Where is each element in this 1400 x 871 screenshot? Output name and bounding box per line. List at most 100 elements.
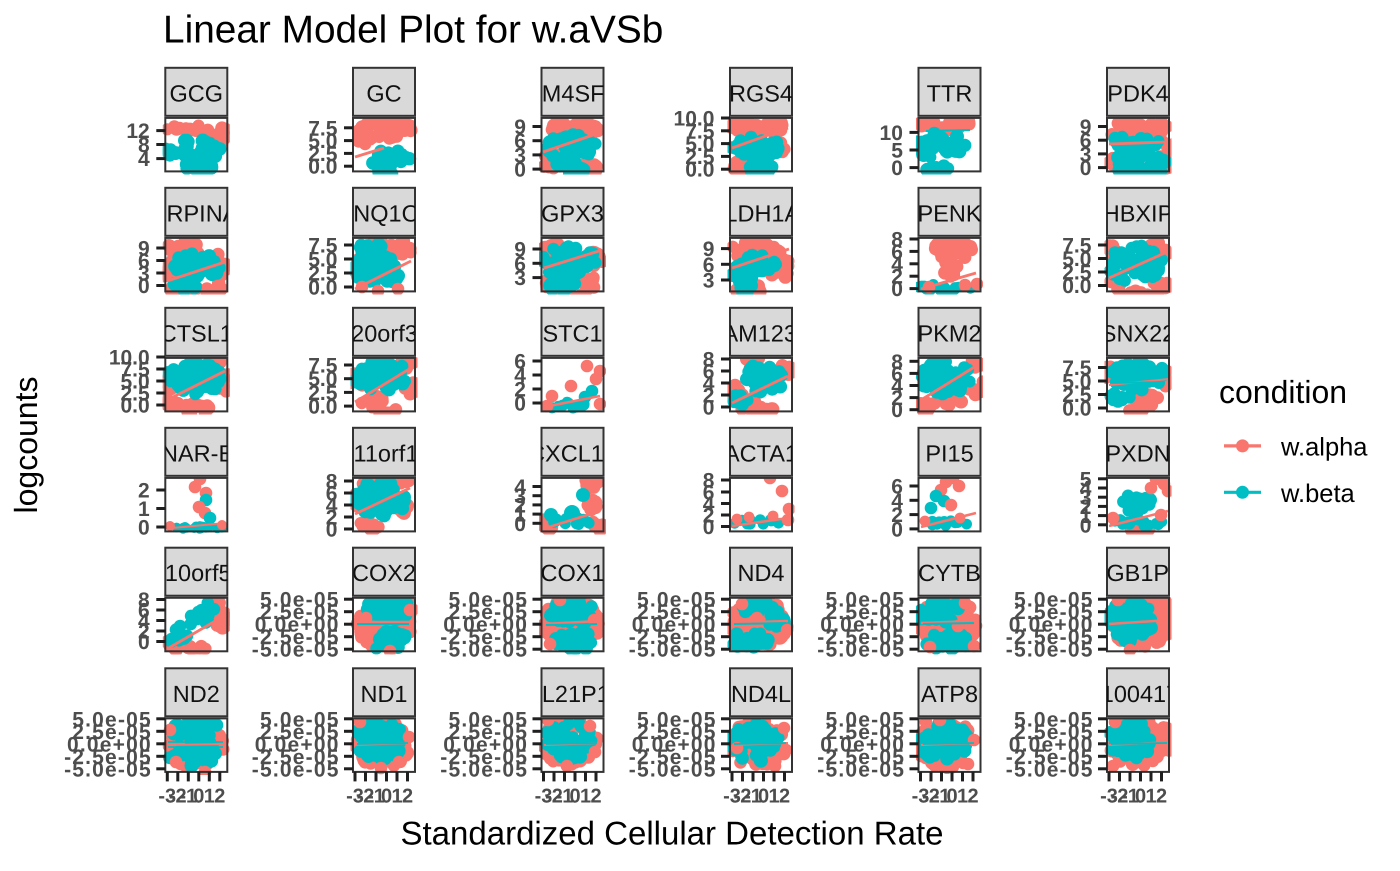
svg-text:-5.0e-05: -5.0e-05 bbox=[440, 758, 528, 781]
svg-text:0.0e+00: 0.0e+00 bbox=[632, 733, 717, 756]
svg-text:5.0e-05: 5.0e-05 bbox=[1014, 589, 1094, 612]
svg-text:4: 4 bbox=[891, 375, 903, 398]
svg-text:2.5: 2.5 bbox=[308, 143, 338, 166]
svg-text:-3: -3 bbox=[1100, 786, 1118, 808]
svg-text:-5.0e-05: -5.0e-05 bbox=[1006, 639, 1094, 662]
svg-text:0: 0 bbox=[514, 513, 526, 536]
svg-text:5.0e-05: 5.0e-05 bbox=[448, 708, 528, 731]
svg-text:GPX3: GPX3 bbox=[541, 200, 604, 226]
svg-text:2.5e-05: 2.5e-05 bbox=[72, 721, 152, 744]
svg-text:8: 8 bbox=[703, 349, 715, 372]
svg-text:-2: -2 bbox=[1111, 786, 1129, 808]
svg-text:8: 8 bbox=[891, 229, 903, 252]
svg-text:9: 9 bbox=[514, 239, 526, 262]
svg-text:5: 5 bbox=[1080, 468, 1092, 491]
svg-text:0: 0 bbox=[514, 159, 526, 182]
svg-text:8: 8 bbox=[891, 351, 903, 374]
svg-text:HMGB1P1: HMGB1P1 bbox=[1070, 560, 1182, 586]
svg-text:8: 8 bbox=[138, 134, 150, 157]
svg-text:TM4SF4: TM4SF4 bbox=[527, 80, 617, 106]
svg-text:2.5e-05: 2.5e-05 bbox=[825, 721, 905, 744]
svg-text:5.0e-05: 5.0e-05 bbox=[825, 708, 905, 731]
svg-text:5.0: 5.0 bbox=[308, 368, 337, 391]
svg-text:3: 3 bbox=[1080, 487, 1092, 510]
svg-text:-5.0e-05: -5.0e-05 bbox=[817, 758, 905, 781]
svg-text:w.beta: w.beta bbox=[1280, 480, 1356, 508]
svg-text:0: 0 bbox=[891, 278, 903, 301]
svg-text:ACTA1: ACTA1 bbox=[724, 440, 798, 466]
svg-text:7.5: 7.5 bbox=[308, 355, 338, 378]
svg-text:5.0e-05: 5.0e-05 bbox=[448, 589, 528, 612]
svg-text:10.0: 10.0 bbox=[109, 347, 150, 370]
svg-text:0: 0 bbox=[703, 516, 715, 539]
svg-text:-1: -1 bbox=[1121, 786, 1139, 808]
svg-text:SNX22: SNX22 bbox=[1101, 320, 1175, 346]
svg-text:5.0e-05: 5.0e-05 bbox=[637, 589, 717, 612]
svg-text:5.0: 5.0 bbox=[308, 249, 337, 272]
svg-text:SERPINA3: SERPINA3 bbox=[135, 200, 251, 226]
svg-text:Linear Model Plot for w.aVSb: Linear Model Plot for w.aVSb bbox=[163, 9, 663, 52]
svg-text:0: 0 bbox=[193, 786, 204, 808]
svg-text:-3: -3 bbox=[912, 786, 930, 808]
svg-text:2.5e-05: 2.5e-05 bbox=[448, 601, 528, 624]
svg-text:6: 6 bbox=[891, 241, 903, 264]
svg-text:-2: -2 bbox=[169, 786, 187, 808]
svg-text:0: 0 bbox=[891, 157, 903, 180]
svg-text:2.5e-05: 2.5e-05 bbox=[637, 601, 717, 624]
svg-text:2.5e-05: 2.5e-05 bbox=[260, 601, 340, 624]
svg-text:2: 2 bbox=[967, 786, 978, 808]
svg-text:8: 8 bbox=[138, 589, 150, 612]
svg-text:5.0e-05: 5.0e-05 bbox=[637, 708, 717, 731]
svg-text:0: 0 bbox=[1080, 157, 1092, 180]
svg-text:-3: -3 bbox=[723, 786, 741, 808]
svg-text:1: 1 bbox=[391, 786, 402, 808]
svg-text:7.5: 7.5 bbox=[308, 117, 338, 140]
svg-text:-2.5e-05: -2.5e-05 bbox=[1006, 746, 1094, 769]
svg-text:0.0e+00: 0.0e+00 bbox=[632, 614, 717, 637]
svg-text:PENK: PENK bbox=[918, 200, 982, 226]
svg-text:0: 0 bbox=[138, 275, 150, 298]
svg-text:1: 1 bbox=[514, 504, 526, 527]
svg-text:3: 3 bbox=[514, 144, 526, 167]
svg-text:9: 9 bbox=[703, 238, 715, 261]
svg-text:ND4: ND4 bbox=[737, 560, 784, 586]
svg-text:9: 9 bbox=[514, 116, 526, 139]
svg-text:2.5e-05: 2.5e-05 bbox=[260, 721, 340, 744]
svg-text:5.0: 5.0 bbox=[685, 133, 714, 156]
svg-text:2: 2 bbox=[138, 621, 150, 644]
svg-text:2.5: 2.5 bbox=[308, 382, 338, 405]
svg-text:0.0e+00: 0.0e+00 bbox=[255, 614, 340, 637]
svg-text:10.0: 10.0 bbox=[674, 108, 715, 131]
svg-text:-2: -2 bbox=[734, 786, 752, 808]
svg-text:0: 0 bbox=[569, 786, 580, 808]
svg-text:6: 6 bbox=[138, 600, 150, 623]
svg-text:STC1: STC1 bbox=[542, 320, 602, 346]
svg-text:5: 5 bbox=[891, 140, 903, 163]
svg-text:2.5: 2.5 bbox=[685, 146, 715, 169]
svg-text:6: 6 bbox=[514, 253, 526, 276]
svg-text:-5.0e-05: -5.0e-05 bbox=[440, 639, 528, 662]
svg-text:1: 1 bbox=[204, 786, 215, 808]
svg-text:SNAR-E2: SNAR-E2 bbox=[145, 440, 247, 466]
svg-text:TTR: TTR bbox=[927, 80, 973, 106]
svg-text:0: 0 bbox=[703, 397, 715, 420]
svg-text:2: 2 bbox=[1080, 496, 1092, 519]
svg-text:PKM2: PKM2 bbox=[918, 320, 982, 346]
svg-text:7.5: 7.5 bbox=[1062, 235, 1092, 258]
svg-text:2.5: 2.5 bbox=[1062, 384, 1092, 407]
svg-text:1: 1 bbox=[768, 786, 779, 808]
svg-text:0.0e+00: 0.0e+00 bbox=[255, 733, 340, 756]
svg-text:-2.5e-05: -2.5e-05 bbox=[1006, 626, 1094, 649]
svg-text:RPL21P1: RPL21P1 bbox=[509, 681, 610, 707]
svg-text:2.5e-05: 2.5e-05 bbox=[448, 721, 528, 744]
svg-text:RGS4: RGS4 bbox=[729, 80, 793, 106]
svg-text:6: 6 bbox=[138, 250, 150, 273]
svg-text:5.0: 5.0 bbox=[120, 371, 149, 394]
svg-text:-1: -1 bbox=[367, 786, 385, 808]
svg-text:5.0e-05: 5.0e-05 bbox=[260, 708, 340, 731]
svg-text:2: 2 bbox=[402, 786, 413, 808]
svg-text:0.0: 0.0 bbox=[685, 159, 714, 182]
svg-text:-5.0e-05: -5.0e-05 bbox=[1006, 758, 1094, 781]
svg-text:0.0e+00: 0.0e+00 bbox=[443, 733, 528, 756]
svg-text:10: 10 bbox=[880, 122, 903, 145]
